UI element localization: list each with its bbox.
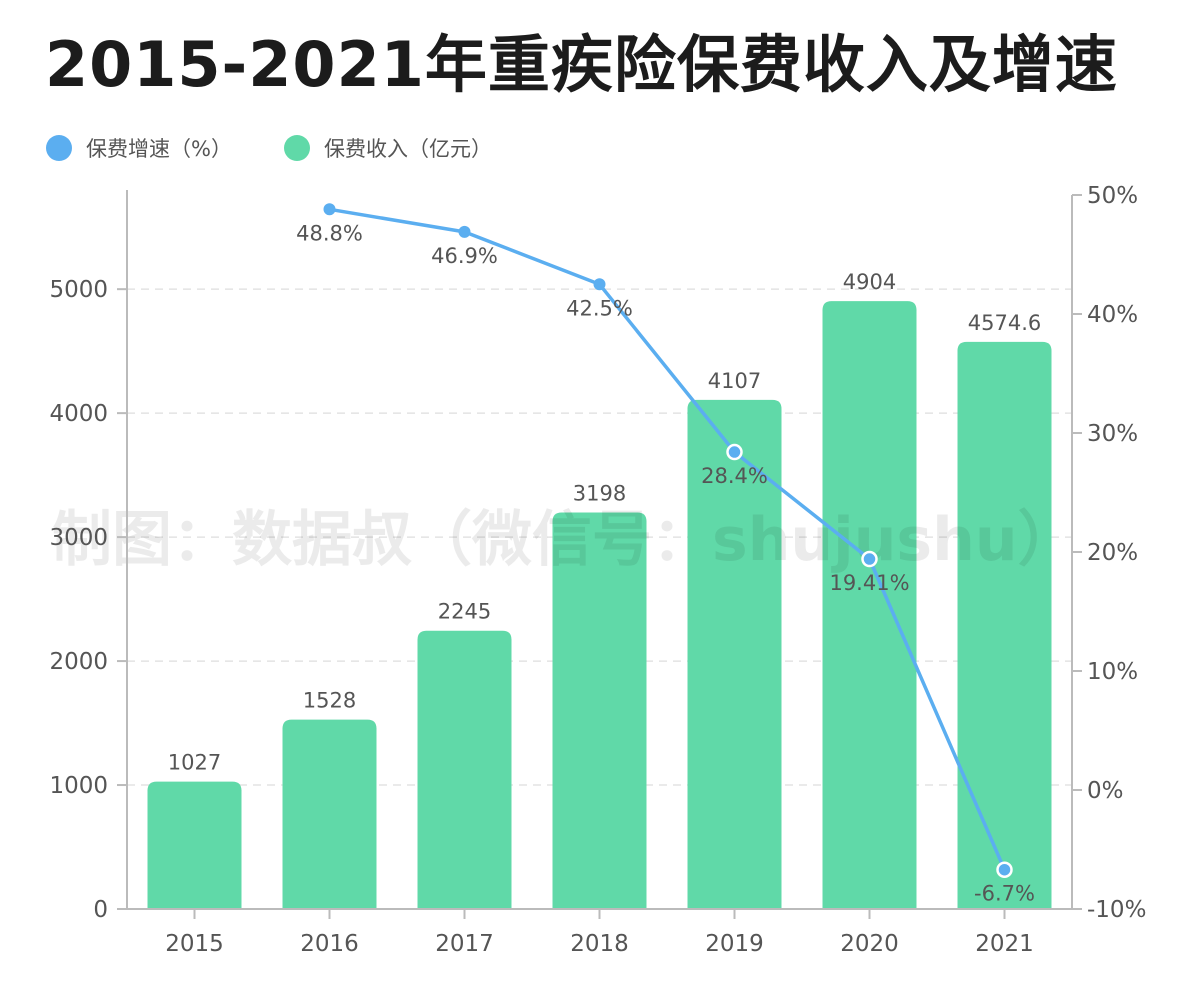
watermark: 制图：数据叔（微信号：shujushu） (52, 505, 1078, 575)
y-right-tick-label: 10% (1087, 659, 1138, 685)
bar (417, 630, 512, 909)
growth-value-label: 46.9% (431, 244, 498, 268)
y-right-tick-label: 20% (1087, 540, 1138, 566)
growth-value-label: 42.5% (566, 296, 633, 320)
growth-point (996, 861, 1013, 878)
growth-value-label: 19.41% (829, 571, 909, 595)
growth-point (593, 278, 606, 291)
x-tick-label: 2020 (840, 931, 899, 957)
growth-point (458, 225, 471, 238)
growth-value-label: 28.4% (701, 464, 768, 488)
bar-value-label: 2245 (438, 600, 491, 624)
legend: 保费增速（%） 保费收入（亿元） (46, 132, 544, 164)
legend-item-income[interactable]: 保费收入（亿元） (283, 133, 492, 163)
watermark-layer: 制图：数据叔（微信号：shujushu） (52, 505, 1078, 575)
y-right-tick-label: 0% (1087, 778, 1124, 804)
bar-value-label: 1528 (303, 689, 356, 713)
x-tick-label: 2019 (705, 931, 764, 957)
bar-layer (147, 301, 1052, 909)
y-left-tick-label: 4000 (49, 401, 108, 427)
y-right-tick-label: 30% (1087, 421, 1138, 447)
y-right-tick-label: 40% (1087, 302, 1138, 328)
bar-value-label: 3198 (573, 482, 626, 506)
growth-line (329, 207, 1007, 871)
y-left-tick-label: 2000 (49, 649, 108, 675)
x-tick-label: 2017 (435, 931, 494, 957)
x-tick-label: 2015 (165, 931, 224, 957)
bar-value-label: 4107 (708, 369, 761, 393)
y-left-tick-label: 5000 (49, 277, 108, 303)
bar-value-label: 4904 (843, 270, 896, 294)
bar (282, 719, 377, 909)
growth-point (323, 203, 336, 216)
legend-label-income: 保费收入（亿元） (323, 137, 492, 161)
y-right-tick-label: 50% (1087, 183, 1138, 209)
x-tick-label: 2016 (300, 931, 359, 957)
label-layer: 1027 1528 2245 3198 4107 4904 4574.6 48.8% 46.9%… (168, 221, 1041, 905)
y-left-tick-label: 3000 (49, 525, 108, 551)
y-left-tick-label: 1000 (49, 773, 108, 799)
axis-layer: 0 1000 2000 3000 4000 5000 -10% 0% 10% 20% 30% 40% 5… (49, 183, 1146, 957)
chart-title: 2015-2021年重疾险保费收入及增速 (45, 28, 1118, 101)
line-layer (323, 203, 1013, 878)
x-tick-label: 2021 (975, 931, 1034, 957)
legend-item-growth[interactable]: 保费增速（%） (46, 133, 232, 163)
bar (957, 341, 1052, 909)
growth-point (726, 443, 743, 461)
growth-value-label: 48.8% (296, 221, 363, 245)
bar (822, 301, 917, 909)
x-tick-label: 2018 (570, 931, 629, 957)
legend-marker-growth (46, 135, 72, 161)
y-left-tick-label: 0 (93, 897, 108, 923)
legend-marker-income (283, 135, 310, 161)
bar (147, 781, 242, 909)
bar (687, 399, 782, 909)
growth-value-label: -6.7% (974, 882, 1035, 906)
bar (552, 512, 647, 909)
bar-value-label: 1027 (168, 751, 221, 775)
bar-value-label: 4574.6 (968, 311, 1041, 335)
legend-label-growth: 保费增速（%） (86, 137, 232, 161)
growth-point (861, 550, 878, 568)
y-right-tick-label: -10% (1087, 897, 1146, 923)
